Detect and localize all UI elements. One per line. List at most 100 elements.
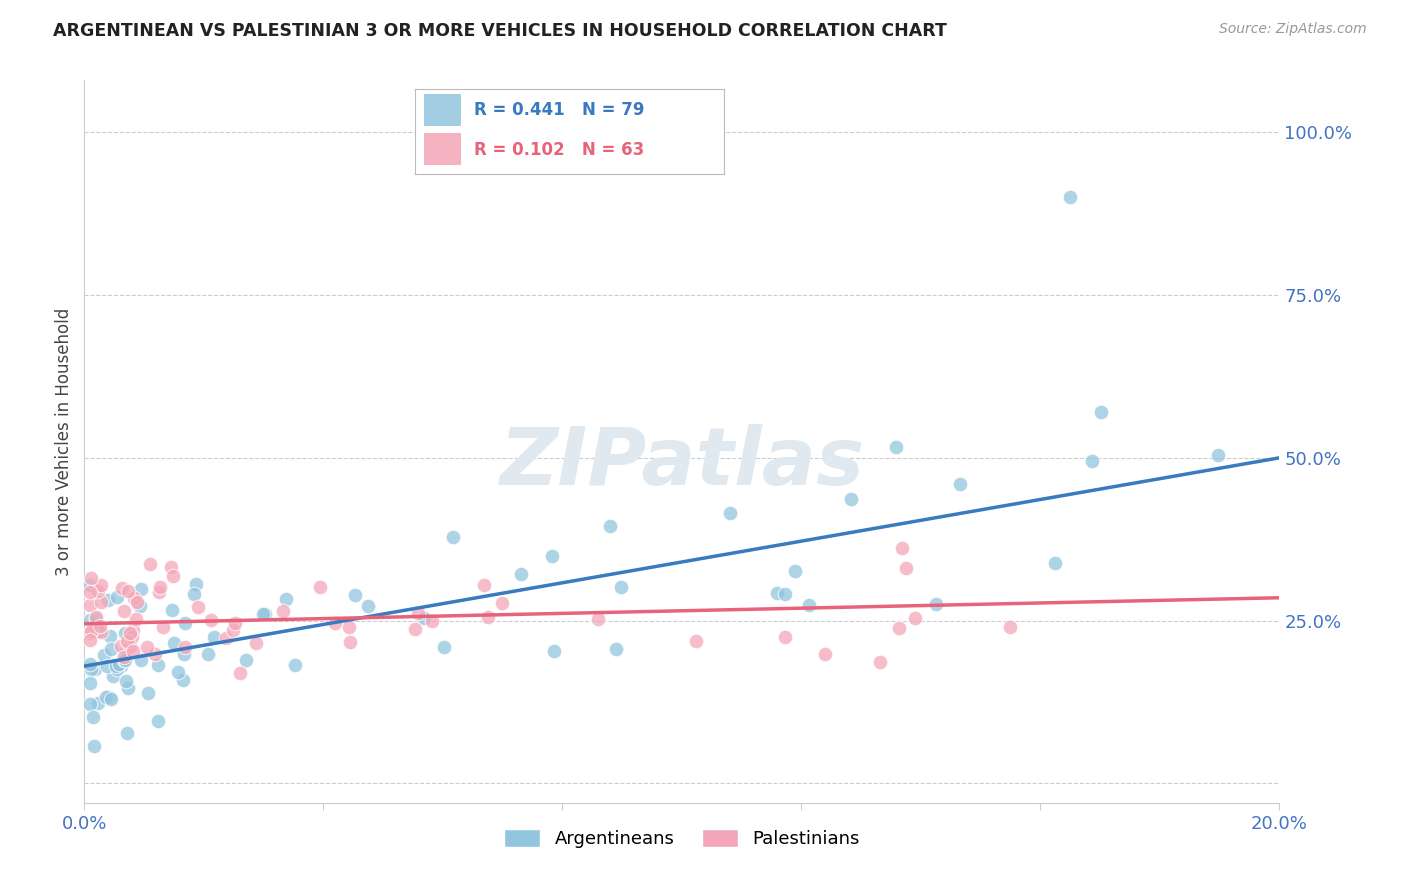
- Point: [96, 658, 118, 673]
- Point: [202, 630, 225, 644]
- Point: [110, 658, 132, 673]
- Point: [90, 624, 112, 639]
- Point: [112, 604, 135, 618]
- Point: [339, 635, 361, 649]
- Point: [1045, 556, 1067, 570]
- Point: [215, 631, 238, 645]
- Point: [84, 612, 107, 626]
- Point: [167, 665, 190, 679]
- Point: [120, 625, 142, 640]
- Point: [89, 619, 111, 633]
- Point: [274, 591, 297, 606]
- Point: [309, 580, 332, 594]
- Point: [121, 644, 143, 658]
- Point: [129, 582, 152, 596]
- Point: [87, 696, 110, 710]
- Point: [685, 634, 707, 648]
- Point: [136, 686, 159, 700]
- Point: [599, 518, 621, 533]
- Point: [110, 639, 132, 653]
- Point: [149, 581, 172, 595]
- Point: [404, 623, 426, 637]
- Point: [433, 640, 456, 655]
- Point: [120, 639, 142, 653]
- Point: [172, 673, 194, 687]
- Point: [84, 662, 107, 676]
- Point: [129, 599, 152, 613]
- Point: [79, 598, 101, 612]
- Point: [111, 581, 134, 595]
- Point: [79, 633, 101, 648]
- Point: [79, 626, 101, 640]
- Point: [173, 616, 195, 631]
- Point: [104, 659, 127, 673]
- Point: [125, 612, 148, 626]
- Point: [357, 599, 380, 614]
- Point: [904, 611, 927, 625]
- Point: [90, 595, 112, 609]
- Point: [344, 588, 367, 602]
- Point: [114, 625, 136, 640]
- Point: [610, 581, 633, 595]
- Text: Source: ZipAtlas.com: Source: ZipAtlas.com: [1219, 22, 1367, 37]
- Point: [86, 624, 108, 638]
- Point: [222, 623, 245, 637]
- Point: [160, 560, 183, 574]
- Point: [160, 603, 183, 617]
- Point: [773, 630, 796, 644]
- Point: [82, 710, 104, 724]
- Point: [112, 649, 135, 664]
- Point: [891, 541, 914, 556]
- Point: [841, 491, 863, 506]
- Point: [115, 633, 138, 648]
- Point: [79, 584, 101, 599]
- Point: [79, 613, 101, 627]
- FancyBboxPatch shape: [425, 95, 461, 127]
- Point: [145, 647, 167, 661]
- Point: [152, 620, 174, 634]
- Point: [586, 612, 609, 626]
- Point: [413, 611, 436, 625]
- Point: [224, 615, 246, 630]
- Point: [98, 629, 121, 643]
- Point: [441, 531, 464, 545]
- Point: [100, 642, 122, 657]
- Point: [271, 604, 294, 618]
- Point: [174, 640, 197, 654]
- Point: [80, 662, 103, 676]
- Text: R = 0.102   N = 63: R = 0.102 N = 63: [474, 141, 644, 159]
- Point: [1059, 190, 1081, 204]
- Point: [129, 653, 152, 667]
- Point: [197, 647, 219, 661]
- Point: [896, 560, 918, 574]
- Point: [605, 642, 627, 657]
- Point: [948, 476, 970, 491]
- Point: [773, 587, 796, 601]
- Text: ZIPatlas: ZIPatlas: [499, 425, 865, 502]
- Point: [253, 607, 276, 621]
- Point: [94, 690, 117, 705]
- Point: [87, 583, 110, 598]
- Point: [543, 644, 565, 658]
- Point: [884, 440, 907, 454]
- Point: [491, 596, 513, 610]
- Point: [235, 653, 257, 667]
- Point: [105, 662, 128, 676]
- Point: [79, 698, 101, 712]
- Point: [79, 578, 101, 592]
- Point: [814, 647, 837, 661]
- Point: [79, 571, 101, 585]
- Point: [925, 598, 948, 612]
- Point: [337, 620, 360, 634]
- Point: [136, 640, 159, 654]
- Point: [100, 691, 122, 706]
- Y-axis label: 3 or more Vehicles in Household: 3 or more Vehicles in Household: [55, 308, 73, 575]
- Point: [718, 506, 741, 520]
- Point: [406, 606, 429, 620]
- Point: [115, 673, 138, 688]
- Point: [115, 725, 138, 739]
- Point: [1090, 405, 1112, 419]
- Point: [90, 578, 112, 592]
- Point: [83, 739, 105, 754]
- Point: [93, 648, 115, 662]
